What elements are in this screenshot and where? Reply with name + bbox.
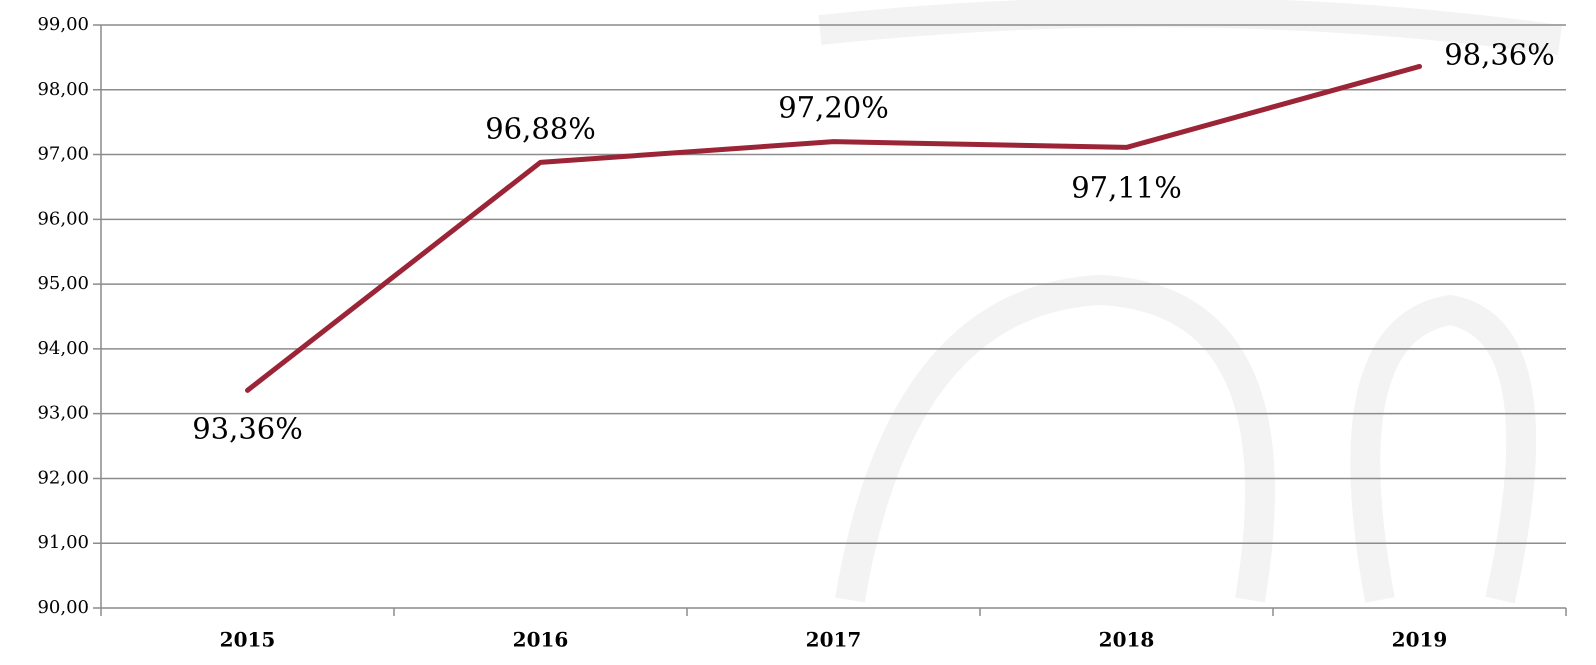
y-tick-label: 95,00 xyxy=(37,273,89,294)
y-tick-label: 94,00 xyxy=(37,338,89,359)
y-tick-label: 98,00 xyxy=(37,79,89,100)
x-tick-label: 2015 xyxy=(220,628,276,652)
x-tick-label: 2019 xyxy=(1392,628,1448,652)
y-tick-label: 93,00 xyxy=(37,403,89,424)
x-tick-label: 2016 xyxy=(513,628,569,652)
x-tick-label: 2018 xyxy=(1099,628,1155,652)
y-tick-label: 90,00 xyxy=(37,597,89,618)
y-tick-label: 97,00 xyxy=(37,144,89,165)
data-label: 96,88% xyxy=(485,111,596,145)
y-tick-label: 99,00 xyxy=(37,14,89,35)
y-tick-label: 92,00 xyxy=(37,467,89,488)
watermark xyxy=(818,0,1563,604)
line xyxy=(245,63,1422,393)
data-label: 98,36% xyxy=(1444,37,1555,71)
x-tick-label: 2017 xyxy=(806,628,862,652)
data-label: 93,36% xyxy=(192,411,303,445)
y-tick-label: 96,00 xyxy=(37,208,89,229)
y-tick-label: 91,00 xyxy=(37,532,89,553)
data-label: 97,11% xyxy=(1071,170,1182,204)
data-label: 97,20% xyxy=(778,91,889,125)
